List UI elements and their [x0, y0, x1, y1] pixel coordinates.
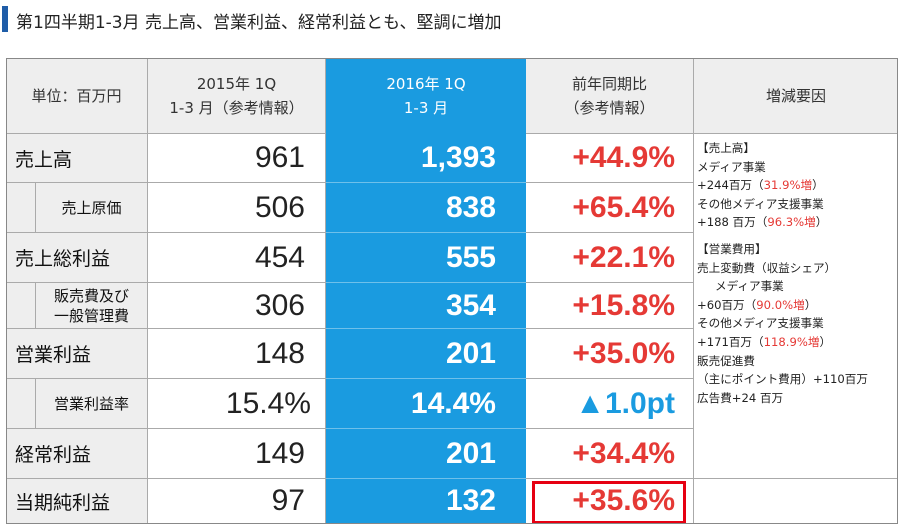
value-2015: 454	[148, 233, 326, 283]
indent-spacer	[6, 283, 36, 329]
row-label-sga-line2: 一般管理費	[53, 306, 129, 325]
value-2015: 15.4%	[148, 379, 326, 429]
header-yoy-line1: 前年同期比	[571, 74, 647, 93]
amount-text: +60百万（	[697, 297, 757, 312]
reason-other2-amount: +171百万（118.9%増）	[697, 333, 895, 352]
value-2016: 14.4%	[326, 379, 526, 429]
value-2016: 1,393	[326, 134, 526, 183]
pct-text: 118.9%増	[763, 334, 820, 349]
reason-sales-heading: 【売上高】	[697, 141, 755, 155]
row-label-net-income: 当期純利益	[6, 479, 148, 524]
row-label-sga: 販売費及び 一般管理費	[36, 283, 148, 329]
spacer	[697, 232, 895, 240]
paren-text: ）	[812, 178, 824, 193]
value-2016: 201	[326, 329, 526, 379]
paren-text: ）	[819, 334, 832, 349]
reason-other-media2: その他メディア支援事業	[697, 316, 824, 331]
indent-spacer	[6, 183, 36, 233]
header-2015: 2015年 1Q 1-3 月（参考情報）	[148, 58, 326, 134]
header-reason: 増減要因	[694, 58, 898, 134]
page-title: 第1四半期1-3月 売上高、営業利益、経常利益とも、堅調に増加	[16, 13, 502, 33]
paren-text: ）	[804, 297, 817, 312]
row-label-sales: 売上高	[6, 134, 148, 183]
header-unit: 単位：百万円	[6, 58, 148, 134]
value-yoy: +22.1%	[526, 233, 694, 283]
value-yoy: +15.8%	[526, 283, 694, 329]
value-yoy: +35.0%	[526, 329, 694, 379]
value-2015: 149	[148, 429, 326, 479]
value-2016: 132	[326, 479, 526, 524]
value-2015: 148	[148, 329, 326, 379]
value-yoy: ▲1.0pt	[526, 379, 694, 429]
value-yoy: +65.4%	[526, 183, 694, 233]
header-yoy-line2: （参考情報）	[564, 98, 655, 117]
header-2015-line1: 2015年 1Q	[196, 74, 277, 93]
row-label-cogs: 売上原価	[36, 183, 148, 233]
reason-media-amount: +244百万（31.9%増）	[697, 176, 895, 195]
row-label-operating-margin: 営業利益率	[36, 379, 148, 429]
highlight-box	[532, 481, 686, 524]
value-2015: 97	[148, 479, 326, 524]
results-table: 単位：百万円 2015年 1Q 1-3 月（参考情報） 2016年 1Q 1-3…	[6, 58, 898, 524]
reason-ads: 広告費+24 百万	[697, 390, 784, 405]
value-yoy: +44.9%	[526, 134, 694, 183]
reasons-empty-cell	[694, 479, 898, 524]
reason-media2: メディア事業	[715, 279, 784, 294]
value-2016: 201	[326, 429, 526, 479]
reason-variable-cost: 売上変動費（収益シェア）	[697, 260, 837, 275]
value-2015: 961	[148, 134, 326, 183]
reasons-panel: 【売上高】 メディア事業 +244百万（31.9%増） その他メディア支援事業 …	[694, 134, 898, 479]
value-2015: 306	[148, 283, 326, 329]
pct-text: 96.3%増	[767, 215, 816, 230]
row-label-operating-income: 営業利益	[6, 329, 148, 379]
row-label-ordinary-income: 経常利益	[6, 429, 148, 479]
reason-promo-detail: （主にポイント費用）+110百万	[697, 372, 868, 387]
value-2015: 506	[148, 183, 326, 233]
reason-other-media: その他メディア支援事業	[697, 196, 824, 211]
value-yoy: +34.4%	[526, 429, 694, 479]
reason-promo: 販売促進費	[697, 353, 755, 368]
reason-media: メディア事業	[697, 159, 766, 174]
pct-text: 90.0%増	[756, 297, 805, 312]
amount-text: +171百万（	[697, 334, 764, 349]
amount-text: +188 百万（	[697, 215, 768, 230]
value-2016: 838	[326, 183, 526, 233]
header-yoy: 前年同期比 （参考情報）	[526, 58, 694, 134]
title-accent-bar	[2, 6, 8, 32]
row-label-sga-line1: 販売費及び	[53, 286, 129, 305]
paren-text: ）	[815, 215, 828, 230]
header-2016-line1: 2016年 1Q	[386, 74, 466, 93]
reason-opex-heading: 【営業費用】	[697, 241, 767, 256]
value-yoy: +35.6%	[526, 479, 694, 524]
value-2016: 354	[326, 283, 526, 329]
header-2015-line2: 1-3 月（参考情報）	[169, 98, 304, 117]
reason-media2-amount: +60百万（90.0%増）	[697, 296, 895, 315]
header-2016: 2016年 1Q 1-3 月	[326, 58, 526, 134]
row-label-gross-profit: 売上総利益	[6, 233, 148, 283]
pct-text: 31.9%増	[763, 178, 813, 193]
indent-spacer	[6, 379, 36, 429]
amount-text: +244百万（	[697, 178, 764, 193]
title-bar: 第1四半期1-3月 売上高、営業利益、経常利益とも、堅調に増加	[0, 0, 905, 40]
value-2016: 555	[326, 233, 526, 283]
header-2016-line2: 1-3 月	[403, 98, 449, 117]
reason-other-amount: +188 百万（96.3%増）	[697, 213, 895, 232]
